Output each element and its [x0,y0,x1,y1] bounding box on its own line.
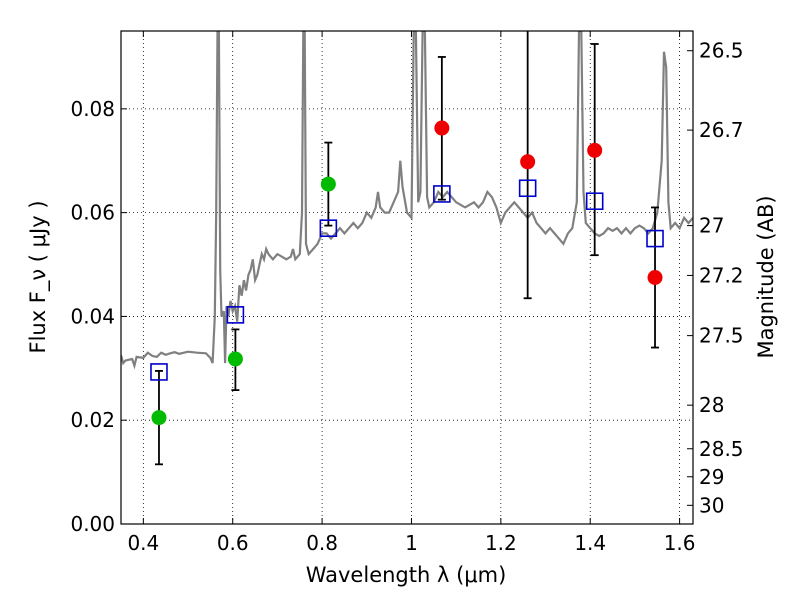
y-tick-label: 0.08 [70,97,115,121]
y2-tick-label: 27 [699,214,724,238]
model-point-box [319,219,338,237]
y-ticks: 0.00 0.02 0.04 0.06 0.08 [70,97,127,536]
model-points [150,179,664,381]
y-tick-label: 0.02 [70,408,115,432]
observed-point-green [227,351,243,367]
y2-tick-label: 26.7 [699,118,744,142]
plot-frame [120,30,694,525]
observed-point-red [587,142,603,158]
y2-tick-label: 26.5 [699,39,744,63]
x-tick-label: 0.6 [217,531,249,555]
y2-axis-label: Magnitude (AB) [754,195,778,358]
model-spectrum-line [121,31,693,370]
model-point-box [433,185,451,203]
grid [121,31,693,525]
x-tick-label: 0.8 [306,531,338,555]
model-point-box [585,192,604,211]
y2-tick-label: 30 [699,493,724,517]
x-tick-label: 1.2 [485,531,517,555]
y2-tick-label: 28 [699,393,724,417]
x-tick-label: 1 [405,531,418,555]
error-bars [154,31,660,466]
observed-point-green [151,410,167,426]
y2-tick-label: 29 [699,465,724,489]
observed-points [151,120,663,426]
y2-tick-label: 27.5 [699,324,744,348]
y2-tick-label: 27.2 [699,263,744,287]
x-axis-label: Wavelength λ (μm) [306,563,507,587]
x-ticks: 0.4 0.6 0.8 1 1.2 1.4 1.6 [127,31,696,555]
y-axis-label: Flux F_ν ( μJy ) [26,200,51,353]
y-tick-label: 0.06 [70,201,115,225]
y-tick-label: 0.00 [70,512,115,536]
observed-point-red [647,270,663,285]
model-point-box [646,229,664,248]
model-point-box [518,179,537,198]
model-point-box [226,306,245,324]
y2-tick-label: 28.5 [699,437,744,461]
observed-point-red [520,154,536,170]
observed-point-green [320,176,336,192]
y2-ticks: 26.5 26.7 27 27.2 27.5 28 28.5 29 30 [687,39,744,517]
model-point-box [150,363,168,381]
y-tick-label: 0.04 [70,304,115,328]
x-tick-label: 1.6 [664,531,696,555]
x-tick-label: 1.4 [574,531,606,555]
x-tick-label: 0.4 [127,531,159,555]
observed-point-red [434,120,450,136]
